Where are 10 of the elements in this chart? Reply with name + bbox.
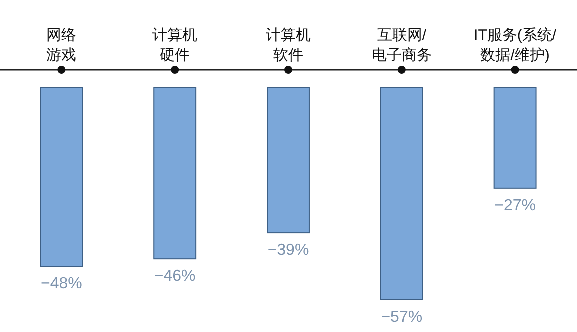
- data-label: −39%: [268, 242, 310, 260]
- x-tick-label: 计算机软件: [266, 27, 311, 64]
- x-tick-label: 计算机硬件: [152, 27, 198, 64]
- data-label: −27%: [494, 197, 536, 214]
- x-tick-label: 互联网/电子商务: [372, 27, 432, 64]
- x-tick-label: IT服务(系统/数据/维护): [474, 27, 558, 64]
- data-label: −57%: [381, 309, 423, 326]
- data-label: −46%: [154, 268, 196, 286]
- x-tick-label: 网络游戏: [46, 27, 77, 64]
- data-label: −48%: [41, 276, 82, 293]
